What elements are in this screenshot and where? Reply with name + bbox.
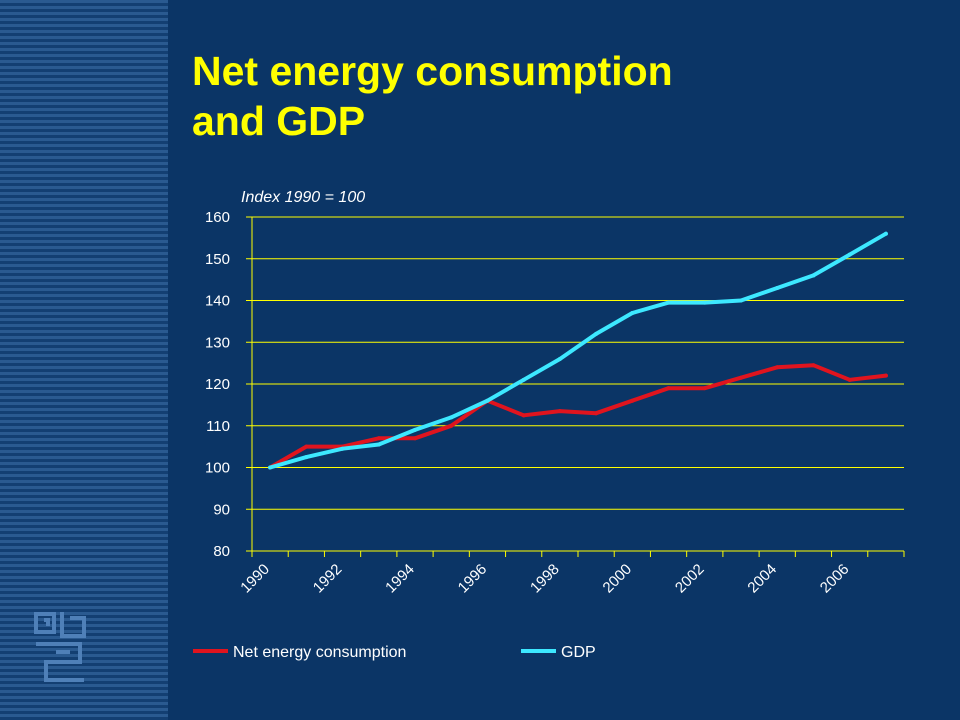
y-tick-label: 130 — [205, 334, 230, 351]
data-point — [557, 409, 562, 414]
x-tick-label: 1990 — [237, 561, 273, 597]
data-point — [666, 300, 671, 305]
series-line-energy — [268, 363, 888, 470]
y-tick-label: 150 — [205, 251, 230, 268]
x-tick-label: 1998 — [527, 561, 563, 597]
axes: 80 90 100 110 120 130 140 150 160 1990 1992 1994 199… — [205, 209, 905, 597]
data-point — [485, 398, 490, 403]
data-point — [666, 386, 671, 391]
data-point — [775, 285, 780, 290]
y-tick-label: 160 — [205, 209, 230, 226]
data-point — [304, 444, 309, 449]
data-point — [811, 273, 816, 278]
data-point — [739, 298, 743, 303]
page-title: Net energy consumption and GDP — [192, 48, 673, 144]
data-point — [883, 373, 888, 378]
chart-subtitle: Index 1990 = 100 — [241, 189, 365, 206]
y-tick-label: 80 — [213, 543, 230, 560]
series-line-gdp — [268, 231, 888, 470]
y-tick-label: 120 — [205, 376, 230, 393]
data-point — [630, 311, 635, 316]
x-tick-label: 2004 — [744, 561, 780, 597]
data-point — [594, 411, 599, 416]
x-tick-label: 2000 — [600, 561, 636, 597]
data-point — [340, 446, 345, 451]
gridlines — [246, 216, 904, 552]
legend-label-energy: Net energy consumption — [233, 644, 406, 661]
data-point — [739, 375, 743, 380]
data-point — [268, 465, 273, 470]
data-point — [883, 231, 888, 236]
y-tick-label: 110 — [206, 418, 230, 435]
x-tick-label: 2006 — [817, 561, 853, 597]
data-point — [811, 363, 816, 368]
data-point — [702, 300, 707, 305]
data-point — [376, 442, 381, 447]
data-point — [847, 377, 852, 382]
y-tick-label: 90 — [213, 501, 230, 518]
data-point — [449, 415, 454, 420]
data-point — [413, 427, 417, 432]
data-point — [449, 423, 454, 428]
data-point — [521, 413, 526, 418]
data-point — [702, 386, 707, 391]
decorative-stripe-panel — [0, 0, 168, 720]
x-tick-label: 1994 — [382, 561, 418, 597]
legend: Net energy consumption GDP — [193, 644, 596, 661]
y-tick-label: 140 — [205, 293, 230, 310]
data-point — [304, 455, 309, 460]
data-point — [557, 356, 562, 361]
data-point — [594, 331, 599, 336]
data-point — [847, 252, 852, 257]
x-tick-label: 1992 — [310, 561, 346, 597]
cbs-logo-icon — [34, 612, 86, 682]
x-tick-label: 2002 — [672, 561, 708, 597]
x-tick-label: 1996 — [455, 561, 491, 597]
y-tick-label: 100 — [205, 460, 230, 477]
data-point — [376, 436, 381, 441]
data-point — [775, 365, 780, 370]
series-lines — [268, 231, 888, 470]
data-point — [630, 398, 635, 403]
data-point — [521, 377, 526, 382]
legend-label-gdp: GDP — [561, 644, 596, 661]
data-point — [413, 436, 417, 441]
